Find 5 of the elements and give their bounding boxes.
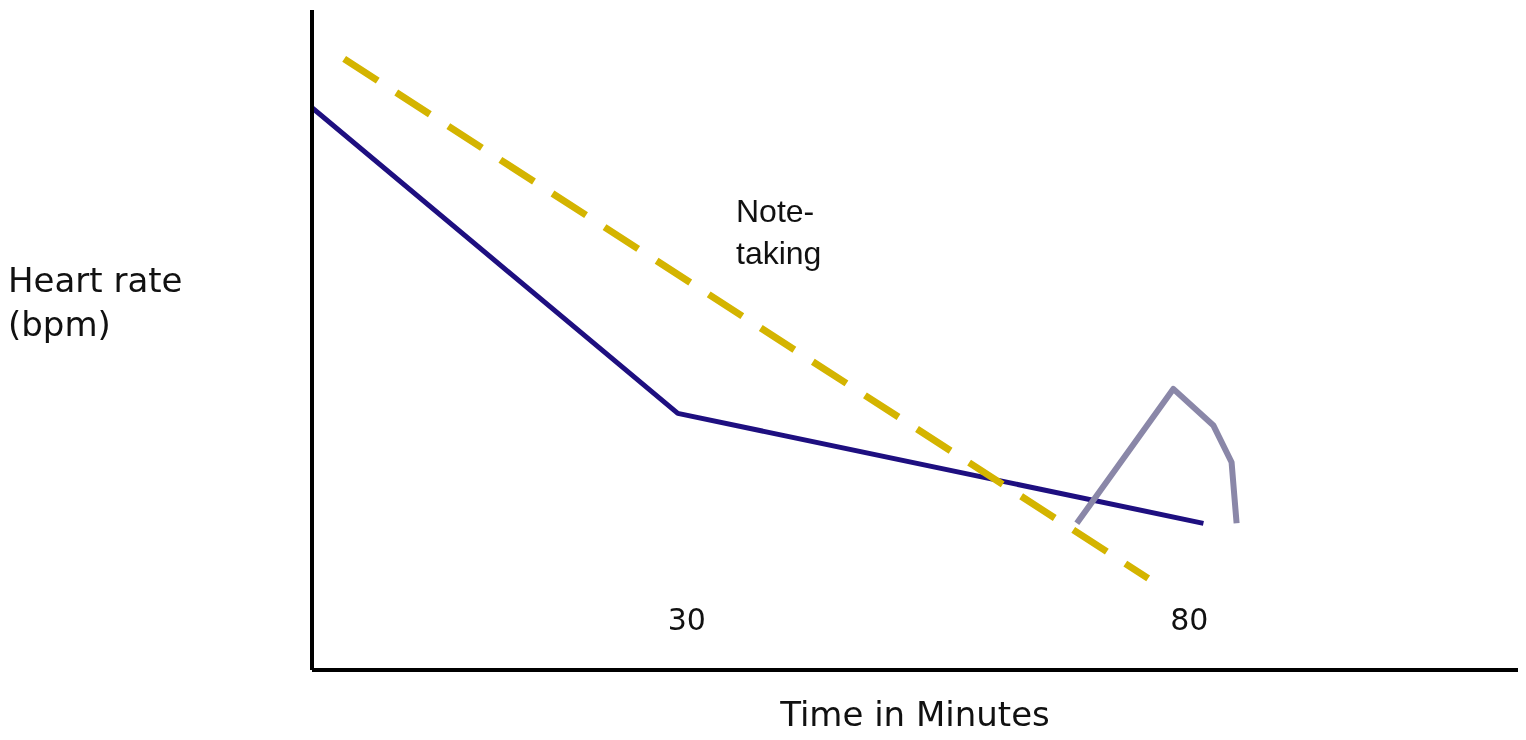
x-tick-label: 30 [667,602,706,637]
x-tick-label: 80 [1170,602,1209,637]
annotation: Note-taking [736,192,823,273]
y-axis-title: Heart rate (bpm) [8,259,183,346]
x-axis-title: Time in Minutes [779,694,1050,735]
